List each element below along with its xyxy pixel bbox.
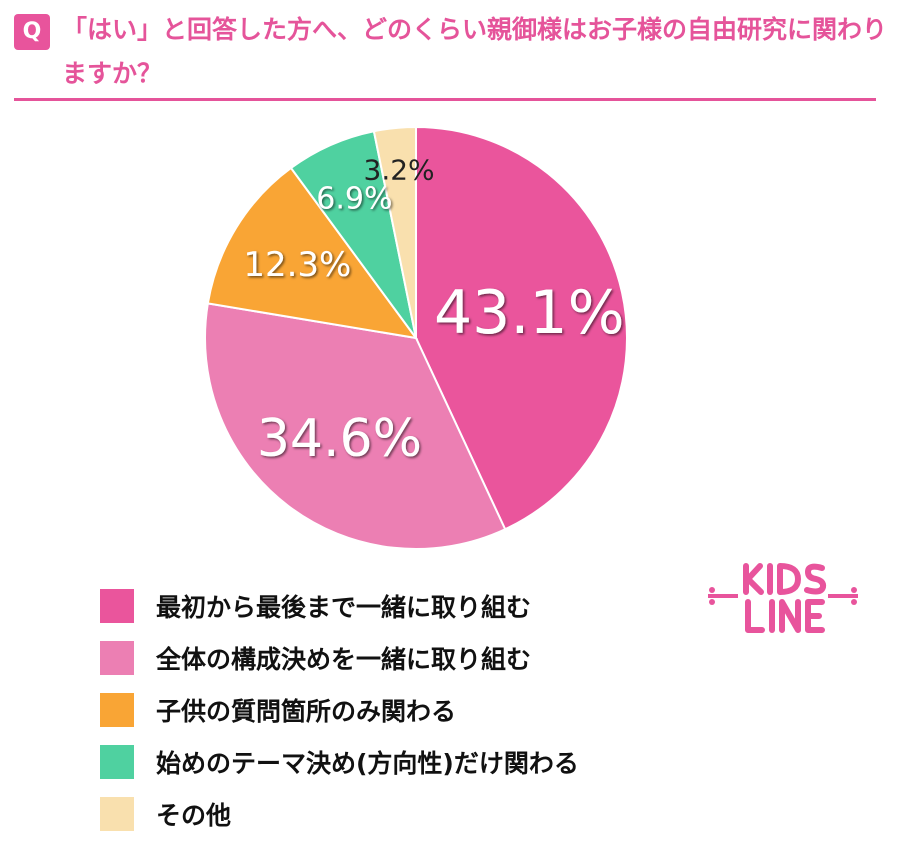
- question-badge: Q: [14, 14, 50, 50]
- header-divider: [14, 98, 876, 101]
- slice-data-label: 34.6%: [257, 409, 422, 469]
- legend-swatch: [100, 745, 134, 779]
- legend-swatch: [100, 797, 134, 831]
- legend-item: 始めのテーマ決め(方向性)だけ関わる: [100, 736, 579, 788]
- legend-item: その他: [100, 788, 579, 840]
- legend-label: 子供の質問箇所のみ関わる: [156, 697, 457, 726]
- pie-slice: [206, 166, 419, 340]
- pie-slice: [415, 125, 628, 531]
- slice-data-label: 43.1%: [434, 278, 625, 348]
- legend-item: 子供の質問箇所のみ関わる: [100, 684, 579, 736]
- legend-label: 最初から最後まで一緒に取り組む: [156, 593, 532, 622]
- legend-label: 始めのテーマ決め(方向性)だけ関わる: [156, 749, 579, 778]
- slice-data-label: 6.9%: [316, 182, 392, 217]
- slice-data-label: 12.3%: [243, 245, 351, 285]
- legend-item: 全体の構成決めを一緒に取り組む: [100, 632, 579, 684]
- legend-swatch: [100, 589, 134, 623]
- legend-item: 最初から最後まで一緒に取り組む: [100, 580, 579, 632]
- question-title: 「はい」と回答した方へ、どのくらい親御様はお子様の自由研究に関わりますか？: [62, 15, 888, 88]
- legend-label: その他: [156, 801, 232, 830]
- pie-slice: [204, 302, 507, 550]
- legend-swatch: [100, 693, 134, 727]
- kidsline-logo: [708, 563, 858, 633]
- pie-slice: [372, 125, 417, 339]
- legend-label: 全体の構成決めを一緒に取り組む: [156, 645, 532, 674]
- legend: 最初から最後まで一緒に取り組む 全体の構成決めを一緒に取り組む 子供の質問箇所の…: [100, 580, 579, 840]
- slice-data-label: 3.2%: [364, 154, 435, 187]
- legend-swatch: [100, 641, 134, 675]
